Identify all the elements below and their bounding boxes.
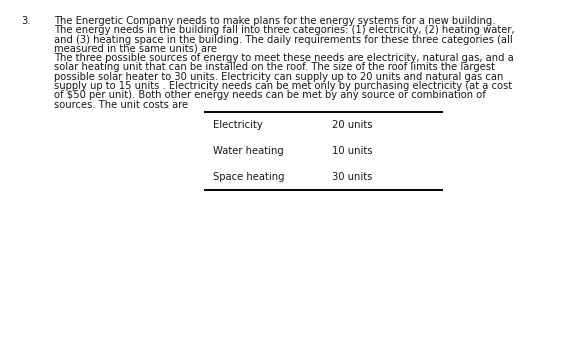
Text: 10 units: 10 units: [332, 146, 373, 156]
Text: Electricity: Electricity: [213, 120, 263, 130]
Text: 3.: 3.: [22, 16, 31, 26]
Text: Water heating: Water heating: [213, 146, 284, 156]
Text: Space heating: Space heating: [213, 172, 285, 182]
Text: The Energetic Company needs to make plans for the energy systems for a new build: The Energetic Company needs to make plan…: [54, 16, 495, 26]
Text: measured in the same units) are: measured in the same units) are: [54, 44, 217, 54]
Text: solar heating unit that can be installed on the roof. The size of the roof limit: solar heating unit that can be installed…: [54, 62, 495, 72]
Text: The three possible sources of energy to meet these needs are electricity, natura: The three possible sources of energy to …: [54, 53, 513, 63]
Text: sources. The unit costs are: sources. The unit costs are: [54, 100, 188, 110]
Text: The energy needs in the building fall into three categories: (1) electricity, (2: The energy needs in the building fall in…: [54, 25, 515, 35]
Text: and (3) heating space in the building. The daily requirements for these three ca: and (3) heating space in the building. T…: [54, 35, 513, 45]
Text: 30 units: 30 units: [332, 172, 373, 182]
Text: 20 units: 20 units: [332, 120, 373, 130]
Text: of $50 per unit). Both other energy needs can be met by any source or combinatio: of $50 per unit). Both other energy need…: [54, 90, 486, 100]
Text: possible solar heater to 30 units. Electricity can supply up to 20 units and nat: possible solar heater to 30 units. Elect…: [54, 72, 503, 82]
Text: supply up to 15 units . Electricity needs can be met only by purchasing electric: supply up to 15 units . Electricity need…: [54, 81, 512, 91]
